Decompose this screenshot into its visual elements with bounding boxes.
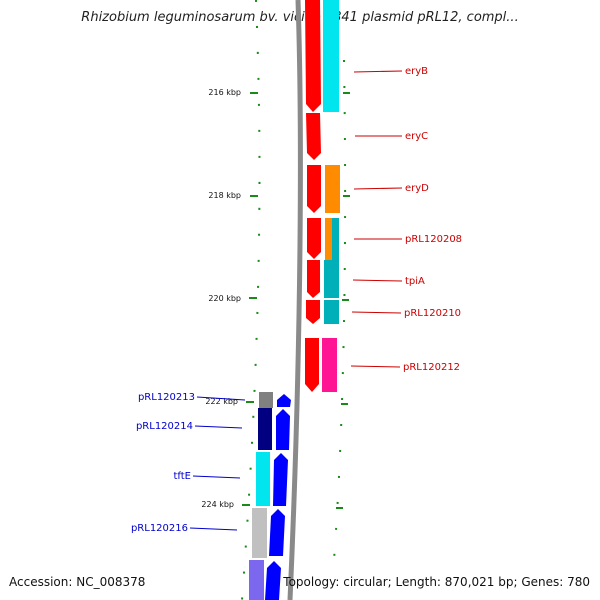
- cog-band-right: [322, 0, 340, 392]
- gene-label-pRL120212[interactable]: pRL120212: [403, 362, 460, 373]
- ruler-label: 222 kbp: [205, 397, 238, 406]
- ruler-label: 218 kbp: [208, 191, 241, 200]
- backbone-line: [287, 0, 303, 600]
- gene-label-pRL120216[interactable]: pRL120216: [131, 523, 188, 534]
- leader-line: [350, 365, 401, 368]
- gene-arrow-pRL120210[interactable]: [306, 300, 320, 324]
- gene-arrow-pRL120208[interactable]: [307, 218, 321, 259]
- gene-arrow-eryC[interactable]: [306, 113, 321, 160]
- cog-block: [256, 452, 270, 506]
- ruler-label: 220 kbp: [208, 294, 241, 303]
- cog-block: [249, 560, 264, 600]
- cog-band-left: [249, 392, 273, 600]
- gene-arrow-tftE[interactable]: [273, 453, 288, 506]
- genes-right: [305, 0, 321, 392]
- leader-line: [353, 187, 403, 190]
- accession-text: Accession: NC_008378: [9, 575, 146, 589]
- gene-label-pRL120213[interactable]: pRL120213: [138, 392, 195, 403]
- gene-label-eryD[interactable]: eryD: [405, 183, 429, 194]
- cog-block: [258, 408, 272, 450]
- cog-block: [332, 218, 339, 260]
- gene-arrow-eryD[interactable]: [307, 165, 321, 213]
- gene-label-eryB[interactable]: eryB: [405, 66, 428, 77]
- gene-arrow-eryB[interactable]: [305, 0, 321, 112]
- gene-label-pRL120208[interactable]: pRL120208: [405, 234, 462, 245]
- cog-block: [322, 338, 337, 392]
- leader-line: [353, 70, 403, 73]
- cog-block: [324, 260, 339, 298]
- leader-line: [351, 311, 402, 314]
- gene-arrow-pRL120216[interactable]: [269, 509, 285, 556]
- leader-line: [352, 279, 403, 282]
- gene-arrow-pRL120213[interactable]: [277, 394, 291, 407]
- leader-line: [194, 425, 243, 429]
- leader-line: [192, 475, 241, 479]
- cog-block: [252, 508, 267, 558]
- gene-label-eryC[interactable]: eryC: [405, 131, 428, 142]
- leader-line: [189, 527, 238, 531]
- cog-block: [259, 392, 273, 408]
- ruler-ticks: [242, 92, 350, 509]
- ruler-label: 224 kbp: [201, 500, 234, 509]
- gene-label-pRL120210[interactable]: pRL120210: [404, 308, 461, 319]
- gene-label-tpiA[interactable]: tpiA: [405, 276, 425, 287]
- genes-left: [265, 394, 291, 600]
- cog-block: [323, 0, 339, 112]
- leader-line: [196, 396, 246, 401]
- cog-block: [325, 165, 340, 213]
- cog-block: [324, 300, 339, 324]
- gene-arrow-pRL120214[interactable]: [276, 409, 290, 450]
- topology-info: Topology: circular; Length: 870,021 bp; …: [283, 575, 590, 589]
- cog-block: [325, 218, 332, 260]
- gene-arrow[interactable]: [265, 561, 281, 600]
- ruler-label: 216 kbp: [208, 88, 241, 97]
- gene-arrow-pRL120212[interactable]: [305, 338, 319, 392]
- gene-arrow-tpiA[interactable]: [307, 260, 320, 298]
- gene-label-tftE[interactable]: tftE: [173, 471, 191, 482]
- gene-label-pRL120214[interactable]: pRL120214: [136, 421, 193, 432]
